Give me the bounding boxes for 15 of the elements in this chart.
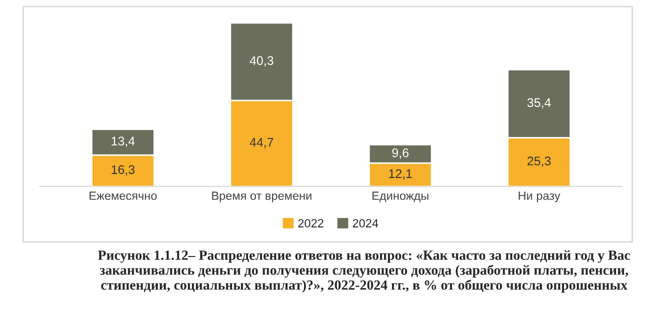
x-tick-label: Время от времени — [212, 192, 312, 202]
text: Рисунок 1.1.12– Распределение ответов на вопрос: «Как часто за последний год у Вас заканчивались деньги до получения следующего дохода (заработной платы, пенсии, стипендии, социальных выплат)?», 2022-2024 гг., в % от общего числа опрошенных — [98, 250, 630, 293]
legend-label: 2024 — [352, 219, 378, 228]
data-label: 44,7 — [250, 138, 274, 148]
data-label: 16,3 — [112, 165, 135, 176]
data-label: 35,4 — [527, 98, 551, 109]
x-tick-label: Ежемесячно — [90, 192, 157, 200]
data-label: 12,1 — [389, 169, 412, 180]
x-tick-label: Единожды — [372, 192, 428, 202]
legend-label: 2022 — [298, 219, 324, 228]
x-tick-label: Ни разу — [518, 192, 560, 202]
data-label: 40,3 — [250, 56, 274, 66]
data-label: 25,3 — [528, 156, 551, 167]
data-label: 9,6 — [392, 148, 408, 159]
data-label: 13,4 — [112, 136, 135, 147]
